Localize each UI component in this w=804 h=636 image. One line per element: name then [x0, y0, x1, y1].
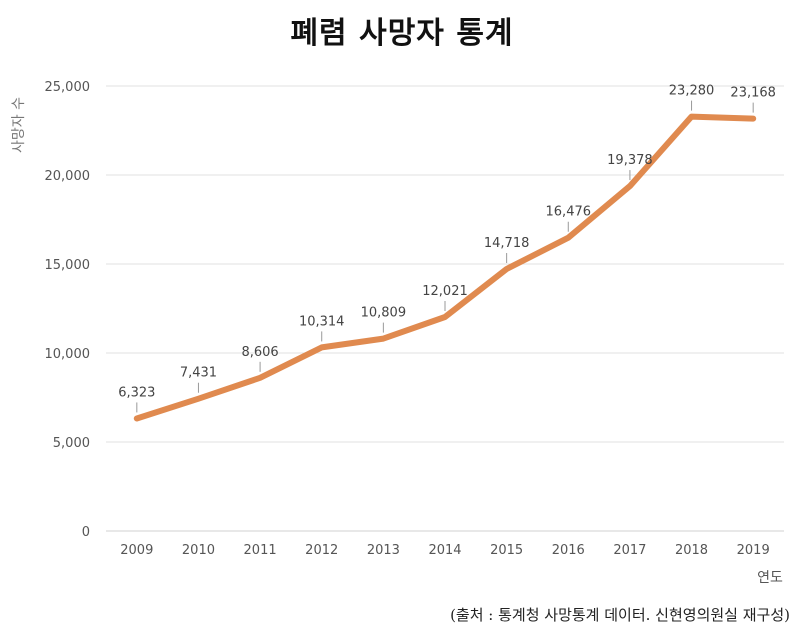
data-label: 7,431: [180, 366, 217, 381]
data-label: 10,809: [361, 306, 407, 321]
y-tick-label: 5,000: [53, 436, 90, 451]
x-tick-label: 2014: [428, 543, 461, 558]
y-tick-label: 0: [82, 525, 90, 540]
x-tick-labels: 2009 2010 2011 2012 2013 2014 2015 2016 2017 2018…: [120, 543, 769, 558]
x-tick-label: 2010: [182, 543, 215, 558]
data-label: 10,314: [299, 314, 345, 329]
series-line: [133, 113, 757, 422]
x-tick-label: 2013: [367, 543, 400, 558]
x-tick-label: 2019: [737, 543, 770, 558]
x-tick-label: 2015: [490, 543, 523, 558]
data-label: 8,606: [241, 345, 278, 360]
data-label: 16,476: [546, 205, 592, 220]
y-tick-label: 15,000: [45, 258, 91, 273]
y-tick-label: 10,000: [45, 347, 91, 362]
x-axis-label: 연도: [757, 570, 783, 586]
y-tick-label: 25,000: [45, 80, 91, 95]
x-tick-label: 2009: [120, 543, 153, 558]
x-tick-label: 2012: [305, 543, 338, 558]
chart-title: 폐렴 사망자 통계: [290, 16, 514, 51]
data-label: 19,378: [607, 153, 653, 168]
series-line-group: [133, 113, 757, 422]
data-labels: 6,323 7,431 8,606 10,314 10,809 12,021 14,718 1…: [118, 84, 776, 413]
x-tick-label: 2016: [552, 543, 585, 558]
data-label: 6,323: [118, 385, 155, 400]
x-tick-label: 2017: [613, 543, 646, 558]
data-label: 14,718: [484, 236, 530, 251]
grid-lines: [106, 85, 784, 532]
y-tick-labels: 0 5,000 10,000 15,000 20,000 25,000: [45, 80, 91, 540]
y-axis-label: 사망자 수: [11, 97, 27, 153]
source-note: (출처 : 통계청 사망통계 데이터. 신현영의원실 재구성): [450, 606, 790, 624]
data-label: 12,021: [422, 284, 468, 299]
x-tick-label: 2011: [244, 543, 277, 558]
data-label: 23,280: [669, 84, 715, 99]
y-tick-label: 20,000: [45, 169, 91, 184]
data-label: 23,168: [730, 86, 776, 101]
x-tick-label: 2018: [675, 543, 708, 558]
